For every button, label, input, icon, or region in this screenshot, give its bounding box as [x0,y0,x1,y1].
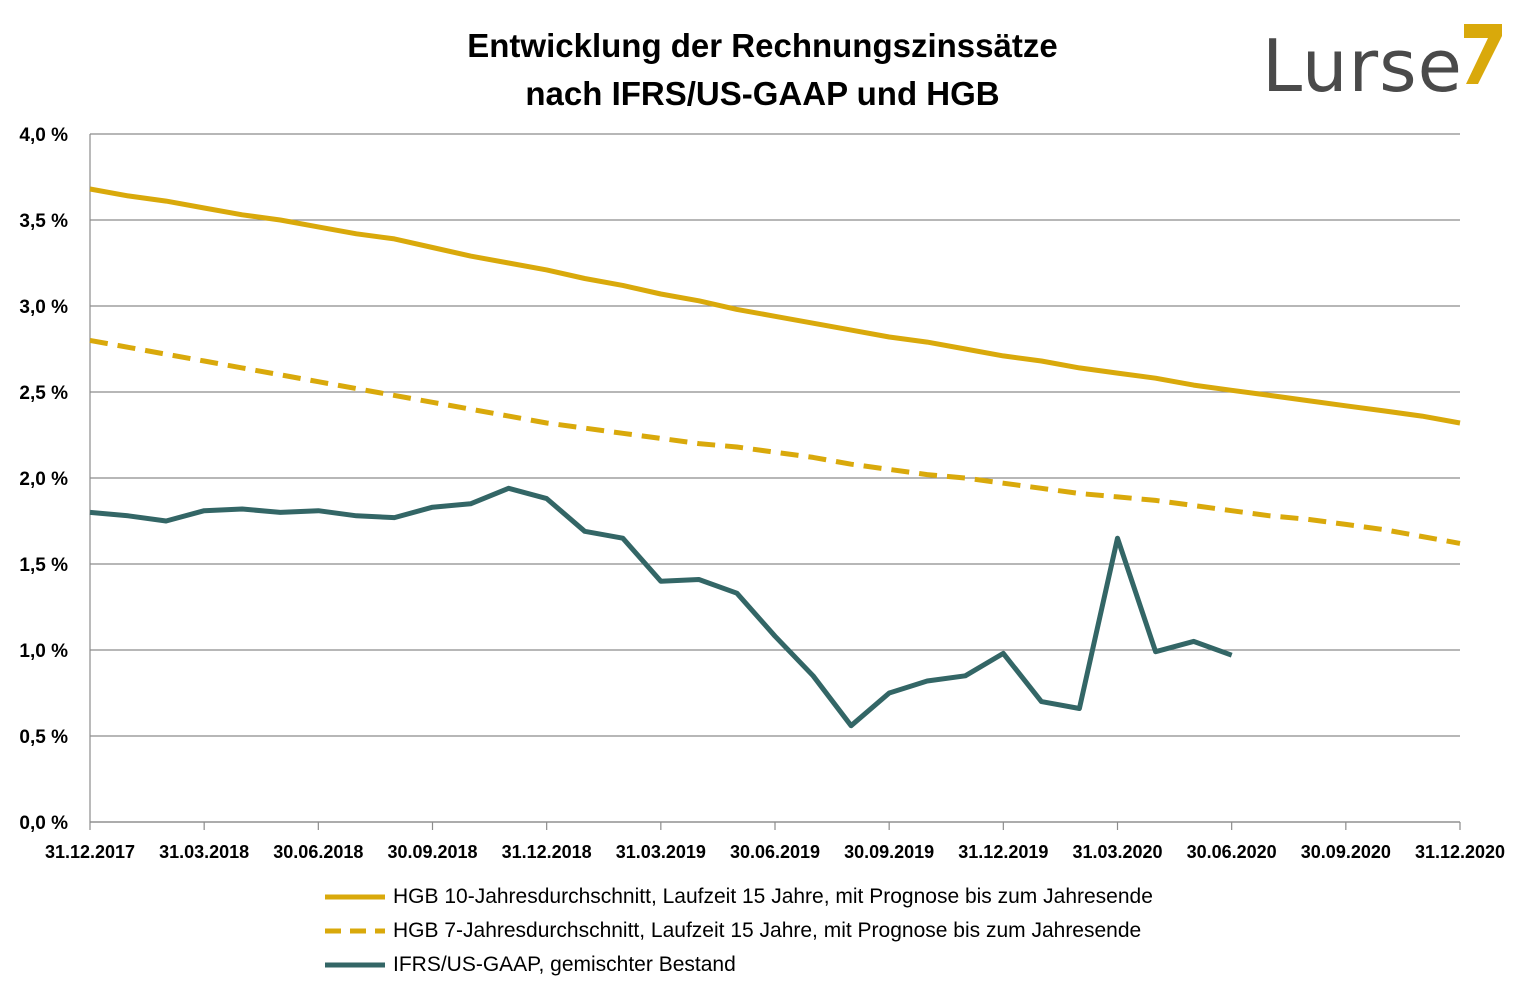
legend-swatch-solid-gold [325,894,385,900]
chart-subtitle: nach IFRS/US-GAAP und HGB [525,75,1000,112]
x-tick-label: 31.12.2018 [502,842,592,862]
x-tick-label: 30.06.2019 [730,842,820,862]
x-tick-label: 31.12.2019 [958,842,1048,862]
legend-label: HGB 7-Jahresdurchschnitt, Laufzeit 15 Ja… [393,919,1142,942]
series-line-hgb10 [89,186,1461,426]
y-tick-label: 3,5 % [19,211,68,232]
x-tick-label: 31.03.2019 [616,842,706,862]
logo-mark-icon [1464,24,1502,84]
y-tick-label: 0,5 % [19,727,68,748]
y-tick-label: 1,0 % [19,641,68,662]
line-chart: 0,0 % 0,5 % 1,0 % 1,5 % 2,0 % 2,5 % 3,0 % 3,5 %… [19,125,1505,862]
chart-title-block: Entwicklung der Rechnungszinssätze nach … [0,22,1525,118]
brand-logo: Lurse [1262,24,1502,110]
legend-item-hgb10: HGB 10-Jahresdurchschnitt, Laufzeit 15 J… [325,880,1153,914]
x-tick-label: 30.09.2020 [1301,842,1391,862]
y-tick-label: 4,0 % [19,125,68,146]
x-tick-label: 31.03.2018 [159,842,249,862]
legend-item-hgb7: HGB 7-Jahresdurchschnitt, Laufzeit 15 Ja… [325,914,1153,948]
x-tick-label: 30.06.2018 [273,842,363,862]
x-tick-label: 31.12.2020 [1415,842,1505,862]
y-tick-label: 2,5 % [19,383,68,404]
x-tick-label: 30.09.2018 [387,842,477,862]
series-line-hgb7 [89,337,1461,546]
y-tick-label: 2,0 % [19,469,68,490]
x-tick-label: 31.12.2017 [45,842,135,862]
y-tick-label: 0,0 % [19,813,68,834]
y-tick-label: 1,5 % [19,555,68,576]
x-tick-label: 31.03.2020 [1072,842,1162,862]
legend-item-ifrs: IFRS/US-GAAP, gemischter Bestand [325,948,1153,982]
logo-text: Lurse [1262,24,1463,108]
series-line-ifrs [89,485,1233,729]
legend-label: HGB 10-Jahresdurchschnitt, Laufzeit 15 J… [393,885,1153,908]
y-tick-label: 3,0 % [19,297,68,318]
x-tick-label: 30.09.2019 [844,842,934,862]
legend-swatch-dashed-gold [325,928,385,934]
legend: HGB 10-Jahresdurchschnitt, Laufzeit 15 J… [325,880,1153,982]
x-tick-label: 30.06.2020 [1187,842,1277,862]
legend-swatch-solid-teal [325,962,385,968]
legend-label: IFRS/US-GAAP, gemischter Bestand [393,953,736,976]
chart-title: Entwicklung der Rechnungszinssätze [467,27,1058,64]
